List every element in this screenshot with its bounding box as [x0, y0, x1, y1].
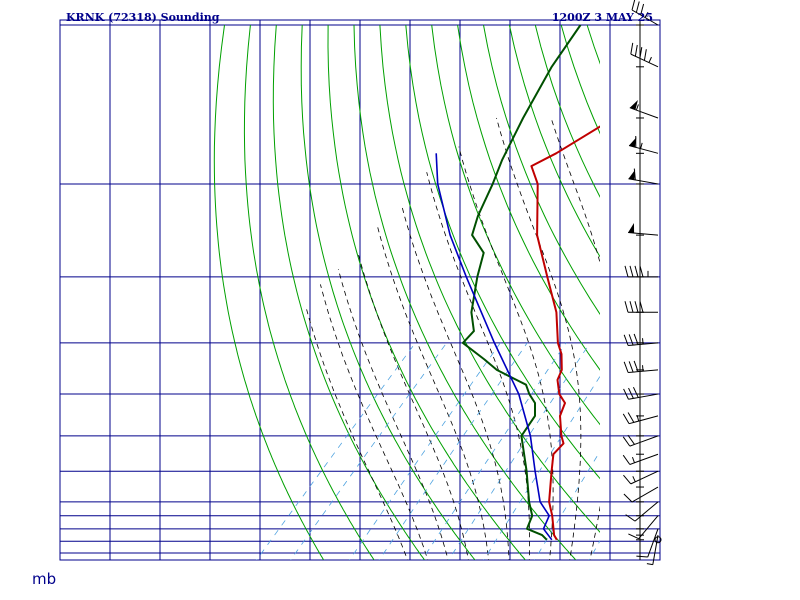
- wind-barb-pennant: [629, 100, 638, 110]
- wind-barb-flag: [643, 49, 647, 61]
- moist-adiabat-line: [401, 205, 510, 560]
- dry-adiabat-line: [243, 24, 375, 560]
- wind-barb-flag: [623, 334, 629, 346]
- wind-barb-flag: [633, 360, 639, 372]
- dry-adiabat-line: [508, 24, 600, 258]
- wind-barb-flag: [622, 413, 630, 424]
- wind-barb-flag: [640, 3, 645, 16]
- wind-barb-flag: [628, 361, 634, 373]
- dry-adiabat-line: [213, 24, 325, 560]
- moist-adiabat-line: [550, 117, 600, 560]
- wind-barb-staff: [634, 501, 659, 522]
- dry-adiabat-line: [405, 24, 600, 480]
- mixing-ratio-line: [290, 342, 447, 560]
- wind-barb-staff: [628, 178, 659, 185]
- parcel-path-line: [435, 153, 553, 541]
- wind-barb-half-flag: [636, 415, 640, 422]
- dry-adiabat-line: [457, 24, 600, 371]
- moist-adiabat-line: [357, 252, 469, 560]
- wind-barb-half-flag: [632, 476, 636, 482]
- wind-barb-staff: [628, 145, 659, 154]
- wind-barb-half-flag: [642, 365, 644, 372]
- wind-barb-flag: [639, 47, 643, 59]
- dry-adiabat-line: [353, 24, 577, 560]
- wind-barb-staff: [647, 528, 659, 558]
- wind-barb-flag: [627, 434, 635, 445]
- wind-barb-half-flag: [631, 456, 635, 463]
- wind-barb-flag: [630, 42, 634, 55]
- dry-adiabat-line: [327, 24, 527, 560]
- wind-barb-staff: [631, 486, 659, 503]
- wind-barbs: [622, 0, 662, 566]
- wind-barb-flag: [633, 168, 636, 180]
- sounding-profiles: [435, 24, 600, 541]
- wind-barb-half-flag: [648, 56, 652, 63]
- wind-barb-staff: [652, 535, 659, 565]
- wind-barb-flag: [635, 1, 640, 13]
- wind-barb-flag: [628, 533, 639, 540]
- wind-barb-flag: [634, 301, 639, 313]
- dry-adiabat-line: [272, 24, 426, 560]
- wind-barb-pennant: [629, 137, 637, 148]
- plot-frame: [59, 19, 661, 561]
- pressure-unit-label: mb: [32, 570, 56, 588]
- wind-barb-flag: [623, 474, 632, 485]
- wind-barb-flag: [625, 514, 636, 522]
- wind-barb-flag: [634, 265, 639, 278]
- wind-barb-flag: [631, 0, 636, 11]
- wind-barb-flag: [627, 412, 635, 423]
- moist-adiabat-line: [337, 268, 449, 560]
- wind-barb-half-flag: [640, 142, 643, 149]
- mixing-ratio-line: [421, 342, 567, 560]
- moist-adiabat-line: [496, 117, 582, 560]
- wind-barb-flag: [628, 387, 634, 399]
- wind-barb-flag: [632, 387, 639, 398]
- chart-title: KRNK (72318) Sounding: [66, 11, 220, 24]
- wind-barb-flag: [629, 265, 634, 278]
- mixing-ratio-line: [483, 375, 600, 560]
- wind-barb-flag: [623, 361, 629, 373]
- temperature-line: [530, 125, 600, 541]
- wind-barb-flag: [634, 44, 638, 57]
- moist-adiabat-line: [426, 172, 530, 560]
- valid-time: 1200Z 3 MAY 25: [552, 11, 653, 24]
- wind-barb-flag: [624, 301, 629, 313]
- moist-adiabat-line: [305, 305, 408, 560]
- mixing-ratio-line: [256, 342, 416, 560]
- wind-barb-flag: [622, 454, 631, 465]
- dry-adiabat-line: [483, 24, 600, 316]
- moist-adiabat-line: [458, 146, 554, 560]
- isobar-isotherm-grid: [59, 19, 661, 561]
- wind-barb-pennant: [628, 169, 636, 180]
- wind-barb-flag: [628, 334, 634, 346]
- moist-adiabat-line: [320, 284, 429, 560]
- wind-barb-half-flag: [644, 12, 649, 18]
- mixing-ratio-line: [448, 342, 591, 560]
- wind-barb-flag: [623, 493, 633, 503]
- wind-barb-flag: [623, 388, 629, 400]
- wind-barb-flag: [639, 265, 644, 278]
- calm-wind-circle: [654, 536, 662, 544]
- wind-barb-half-flag: [646, 563, 653, 566]
- moist-adiabat-line: [376, 225, 490, 560]
- wind-barb-pennant: [628, 222, 635, 234]
- dry-adiabat-line: [300, 24, 476, 560]
- wind-barb-flag: [629, 301, 634, 313]
- dry-adiabat-line: [431, 24, 600, 426]
- wind-barb-half-flag: [642, 338, 644, 345]
- wind-barb-staff: [630, 470, 659, 485]
- wind-barb-flag: [633, 333, 639, 345]
- wind-barb-flag: [624, 265, 629, 278]
- wind-barb-flag: [639, 301, 644, 313]
- dewpoint-line: [461, 24, 582, 541]
- wind-barb-flag: [622, 436, 631, 447]
- wind-barb-flag: [636, 555, 648, 558]
- wind-barb-half-flag: [635, 104, 639, 111]
- wind-barb-staff: [629, 107, 659, 119]
- dry-adiabat-line: [379, 24, 600, 533]
